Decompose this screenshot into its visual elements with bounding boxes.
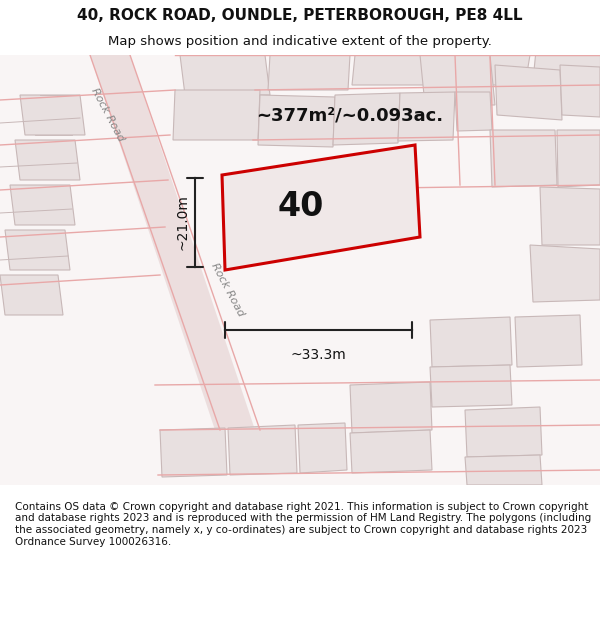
Polygon shape (258, 95, 335, 147)
Polygon shape (10, 185, 75, 225)
Polygon shape (350, 382, 432, 433)
Polygon shape (90, 55, 255, 430)
Polygon shape (228, 425, 297, 475)
Polygon shape (333, 93, 400, 145)
Text: Rock Road: Rock Road (90, 86, 126, 144)
Polygon shape (398, 92, 455, 141)
Polygon shape (430, 317, 512, 367)
Polygon shape (268, 55, 350, 90)
Polygon shape (442, 55, 530, 85)
Text: Rock Road: Rock Road (210, 261, 246, 319)
Polygon shape (560, 65, 600, 117)
Polygon shape (532, 55, 600, 85)
Polygon shape (455, 92, 492, 131)
Polygon shape (15, 140, 80, 180)
Polygon shape (530, 245, 600, 302)
Polygon shape (298, 423, 347, 473)
Polygon shape (173, 90, 260, 140)
Polygon shape (160, 428, 227, 477)
Text: ~377m²/~0.093ac.: ~377m²/~0.093ac. (256, 106, 443, 124)
Text: Contains OS data © Crown copyright and database right 2021. This information is : Contains OS data © Crown copyright and d… (15, 502, 591, 547)
Polygon shape (180, 55, 270, 95)
Text: Map shows position and indicative extent of the property.: Map shows position and indicative extent… (108, 35, 492, 48)
Polygon shape (352, 55, 440, 85)
Polygon shape (0, 275, 63, 315)
Polygon shape (490, 130, 557, 187)
Polygon shape (465, 407, 542, 457)
Text: 40: 40 (277, 190, 323, 223)
Polygon shape (465, 455, 542, 485)
Text: 40, ROCK ROAD, OUNDLE, PETERBOROUGH, PE8 4LL: 40, ROCK ROAD, OUNDLE, PETERBOROUGH, PE8… (77, 8, 523, 23)
Polygon shape (5, 230, 70, 270)
Polygon shape (557, 130, 600, 187)
Polygon shape (515, 315, 582, 367)
Text: ~33.3m: ~33.3m (290, 348, 346, 362)
Polygon shape (222, 145, 420, 270)
Text: ~21.0m: ~21.0m (176, 194, 190, 251)
Polygon shape (20, 95, 85, 135)
Polygon shape (420, 55, 495, 105)
Polygon shape (350, 430, 432, 473)
Polygon shape (540, 187, 600, 245)
Polygon shape (430, 365, 512, 407)
Polygon shape (495, 65, 562, 120)
